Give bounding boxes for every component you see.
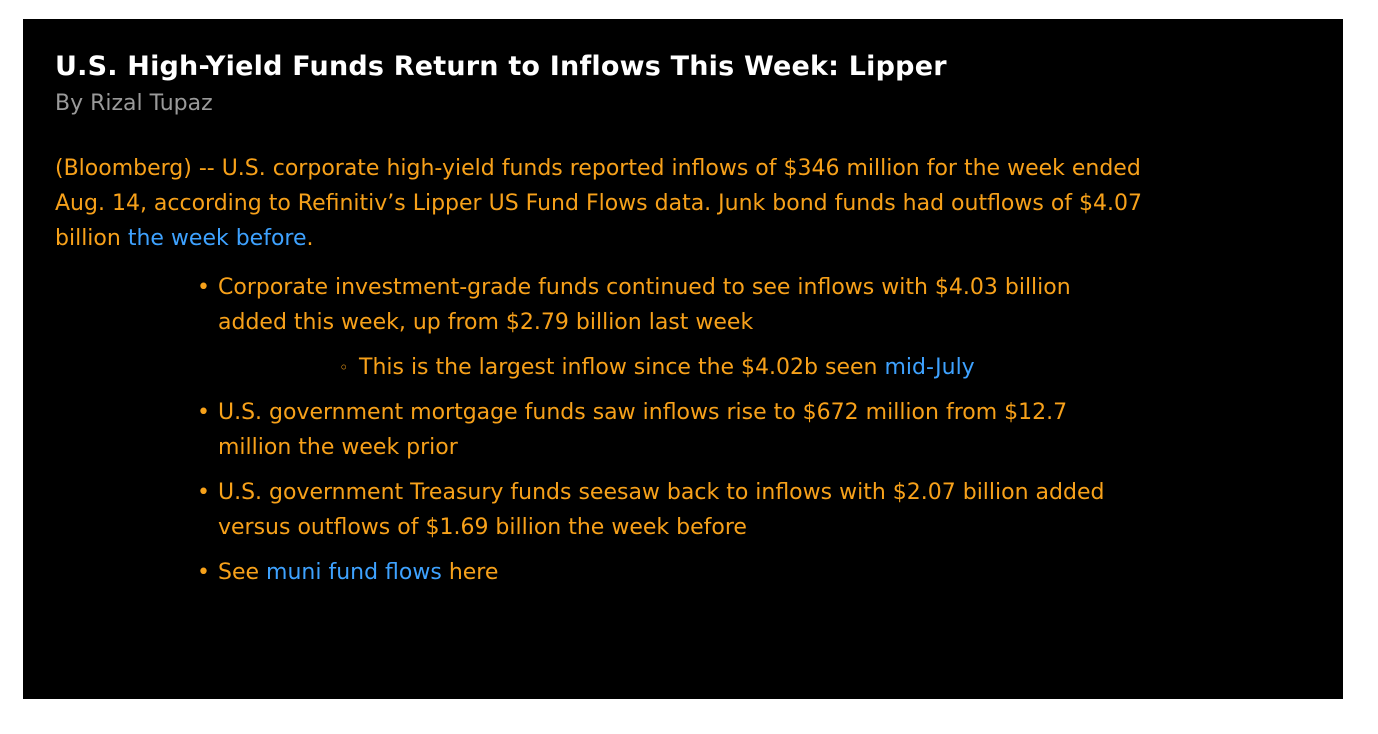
bullet-icon: • — [197, 560, 210, 585]
bullet-text: U.S. government mortgage funds saw inflo… — [218, 400, 1068, 460]
bullet-icon: • — [197, 480, 210, 505]
article-byline: By Rizal Tupaz — [55, 91, 213, 116]
list-item: • Corporate investment-grade funds conti… — [196, 270, 1138, 385]
sub-list-item: ◦ This is the largest inflow since the $… — [337, 350, 1138, 385]
article-headline: U.S. High-Yield Funds Return to Inflows … — [55, 51, 947, 82]
bullet-list: • Corporate investment-grade funds conti… — [55, 270, 1343, 590]
article-panel: U.S. High-Yield Funds Return to Inflows … — [23, 19, 1343, 699]
week-before-link[interactable]: the week before — [127, 226, 307, 251]
lead-text: (Bloomberg) -- U.S. corporate high-yield… — [55, 156, 1143, 251]
bullet-icon: • — [197, 275, 210, 300]
sub-bullet-icon: ◦ — [339, 358, 349, 377]
muni-fund-flows-link[interactable]: muni fund flows — [266, 560, 442, 585]
bullet-icon: • — [197, 400, 210, 425]
list-item: • U.S. government Treasury funds seesaw … — [196, 475, 1138, 545]
bullet-text-end: here — [441, 560, 499, 585]
lead-text-end: . — [306, 226, 314, 251]
list-item: • See muni fund flows here — [196, 555, 1138, 590]
bullet-text: See — [218, 560, 267, 585]
bullet-text: U.S. government Treasury funds seesaw ba… — [218, 480, 1105, 540]
mid-july-link[interactable]: mid-July — [884, 355, 975, 380]
sub-bullet-list: ◦ This is the largest inflow since the $… — [218, 350, 1138, 385]
list-item: • U.S. government mortgage funds saw inf… — [196, 395, 1138, 465]
bullet-text: Corporate investment-grade funds continu… — [218, 275, 1071, 335]
sub-bullet-text: This is the largest inflow since the $4.… — [359, 355, 885, 380]
lead-paragraph: (Bloomberg) -- U.S. corporate high-yield… — [55, 151, 1195, 256]
